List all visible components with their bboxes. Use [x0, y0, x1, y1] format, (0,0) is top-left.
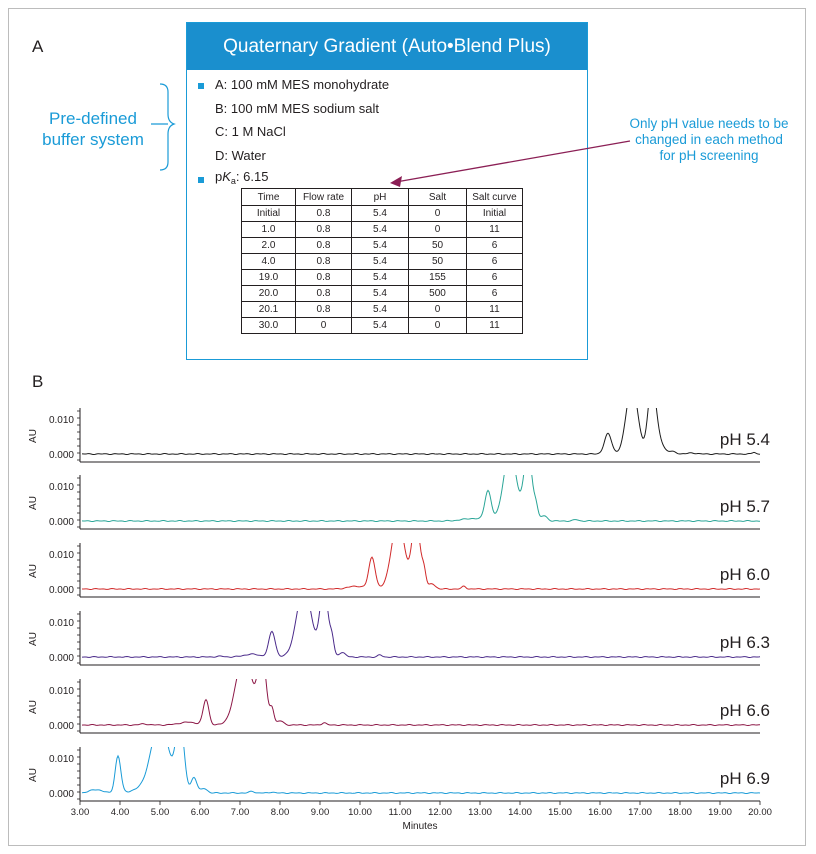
- gradient-box: Quaternary Gradient (Auto•Blend Plus) A:…: [186, 22, 588, 360]
- series-trace: [81, 543, 761, 591]
- y-tick-label: 0.000: [49, 517, 74, 528]
- y-tick-label: 0.010: [49, 754, 74, 765]
- gradient-table: Time Flow rate pH Salt Salt curve Initial 0.8…: [241, 188, 523, 334]
- pka-prefix: p: [215, 169, 223, 184]
- buffer-line-b: B: 100 mM MES sodium salt: [215, 101, 379, 116]
- table-cell: 6: [466, 285, 523, 302]
- x-axis-label: Minutes: [402, 821, 437, 832]
- panel-b-letter: B: [32, 372, 44, 391]
- callout-text: Only pH value needs to be changed in eac…: [604, 116, 814, 164]
- y-tick-label: 0.010: [49, 686, 74, 697]
- y-axis-label: AU: [28, 632, 39, 646]
- y-tick-label: 0.010: [49, 550, 74, 561]
- x-tick-label: 9.00: [311, 807, 330, 818]
- series-trace: [81, 475, 760, 523]
- series-label: pH 6.6: [720, 701, 770, 720]
- y-tick-label: 0.000: [49, 721, 74, 732]
- bullet-icon: [198, 83, 204, 89]
- table-cell: 0: [408, 317, 467, 334]
- x-tick-label: 19.00: [708, 807, 732, 818]
- x-tick-label: 17.00: [628, 807, 652, 818]
- callout-line-1: Only pH value needs to be: [629, 116, 789, 131]
- x-tick-label: 16.00: [588, 807, 612, 818]
- figure-frame: [8, 8, 806, 846]
- pka-subscript: a: [230, 176, 236, 186]
- x-tick-label: 7.00: [231, 807, 250, 818]
- x-tick-label: 20.00: [748, 807, 772, 818]
- x-tick-label: 4.00: [111, 807, 130, 818]
- predefined-buffer-label: Pre-defined buffer system: [18, 108, 168, 150]
- series-label: pH 6.9: [720, 769, 770, 788]
- x-tick-label: 5.00: [151, 807, 170, 818]
- y-tick-label: 0.000: [49, 585, 74, 596]
- bracket-icon: [159, 83, 176, 171]
- x-tick-label: 10.00: [348, 807, 372, 818]
- x-tick-label: 14.00: [508, 807, 532, 818]
- x-tick-label: 15.00: [548, 807, 572, 818]
- y-tick-label: 0.000: [49, 789, 74, 800]
- x-tick-label: 6.00: [191, 807, 210, 818]
- series-label: pH 5.7: [720, 497, 770, 516]
- table-row: 20.1 0.8 5.4 0 11: [241, 301, 523, 318]
- arrowhead-icon: [390, 176, 402, 187]
- gradient-box-title: Quaternary Gradient (Auto•Blend Plus): [187, 23, 587, 70]
- predefined-line-1: Pre-defined: [49, 109, 137, 128]
- table-cell: 0: [295, 317, 352, 334]
- table-row: 2.0 0.8 5.4 50 6: [241, 237, 523, 254]
- panel-a-letter: A: [32, 37, 44, 56]
- y-axis-label: AU: [28, 564, 39, 578]
- y-tick-label: 0.000: [49, 653, 74, 664]
- pka-value: : 6.15: [235, 169, 269, 184]
- y-tick-label: 0.010: [49, 415, 74, 426]
- y-tick-label: 0.000: [49, 450, 74, 461]
- series-trace: [81, 679, 761, 727]
- buffer-line-c: C: 1 M NaCl: [215, 124, 286, 139]
- y-tick-label: 0.010: [49, 482, 74, 493]
- buffer-line-d: D: Water: [215, 148, 266, 163]
- pka-line: pKa: 6.15: [215, 169, 268, 186]
- y-axis-label: AU: [28, 700, 39, 714]
- table-header-row: Time Flow rate pH Salt Salt curve: [241, 188, 523, 206]
- x-tick-label: 13.00: [468, 807, 492, 818]
- x-tick-label: 18.00: [668, 807, 692, 818]
- y-axis-label: AU: [28, 768, 39, 782]
- series-trace: [81, 408, 761, 456]
- y-axis-label: AU: [28, 496, 39, 510]
- series-label: pH 6.0: [720, 565, 770, 584]
- bullet-icon: [198, 177, 204, 183]
- series-trace: [81, 611, 761, 659]
- x-tick-label: 3.00: [71, 807, 90, 818]
- x-tick-label: 12.00: [428, 807, 452, 818]
- callout-arrow-icon: [395, 140, 631, 183]
- x-tick-label: 8.00: [271, 807, 290, 818]
- pka-symbol: K: [222, 169, 231, 184]
- predefined-line-2: buffer system: [42, 130, 144, 149]
- table-row: 30.0 0 5.4 0 11: [241, 317, 523, 334]
- series-trace: [81, 747, 761, 795]
- series-label: pH 5.4: [720, 430, 770, 449]
- table-cell: 30.0: [241, 317, 296, 334]
- y-tick-label: 0.010: [49, 618, 74, 629]
- series-label: pH 6.3: [720, 633, 770, 652]
- table-row: 19.0 0.8 5.4 155 6: [241, 269, 523, 286]
- callout-line-3: for pH screening: [659, 148, 759, 163]
- callout-line-2: changed in each method: [635, 132, 783, 147]
- table-cell: 11: [466, 317, 523, 334]
- x-tick-label: 11.00: [388, 807, 411, 818]
- buffer-line-a: A: 100 mM MES monohydrate: [215, 77, 390, 92]
- y-axis-label: AU: [28, 429, 39, 443]
